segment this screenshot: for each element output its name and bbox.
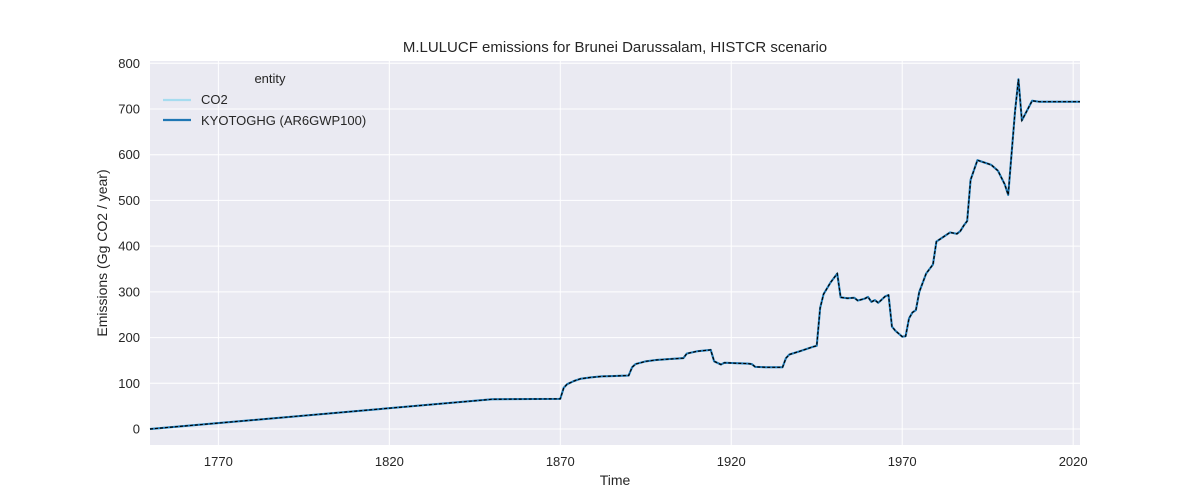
- y-tick-label: 800: [118, 56, 140, 71]
- series-layer: [149, 78, 1080, 431]
- legend-label-co2: CO2: [201, 92, 228, 107]
- y-tick-label: 500: [118, 193, 140, 208]
- y-axis-label: Emissions (Gg CO2 / year): [94, 169, 110, 336]
- legend-title: entity: [254, 71, 286, 86]
- y-tick-label: 200: [118, 330, 140, 345]
- x-tick-label: 1870: [546, 454, 575, 469]
- x-tick-label: 1820: [375, 454, 404, 469]
- chart-title: M.LULUCF emissions for Brunei Darussalam…: [403, 39, 827, 56]
- x-tick-label: 1970: [888, 454, 917, 469]
- y-tick-label: 300: [118, 284, 140, 299]
- plot-area: [150, 61, 1080, 445]
- y-tick-label: 400: [118, 239, 140, 254]
- x-tick-label: 2020: [1059, 454, 1088, 469]
- legend-label-kyotoghg: KYOTOGHG (AR6GWP100): [201, 113, 366, 128]
- x-axis-label: Time: [600, 472, 631, 488]
- series-overlay-dashed: [149, 79, 1080, 430]
- tick-labels: 1770 1820 1870 1920 1970 2020 0 100 200 300 400 500…: [118, 56, 1087, 469]
- grid: [150, 61, 1080, 445]
- x-tick-label: 1770: [204, 454, 233, 469]
- legend: entity CO2 KYOTOGHG (AR6GWP100): [163, 71, 366, 128]
- y-tick-label: 0: [133, 422, 140, 437]
- y-tick-label: 700: [118, 102, 140, 117]
- y-tick-label: 600: [118, 147, 140, 162]
- y-tick-label: 100: [118, 376, 140, 391]
- x-tick-label: 1920: [717, 454, 746, 469]
